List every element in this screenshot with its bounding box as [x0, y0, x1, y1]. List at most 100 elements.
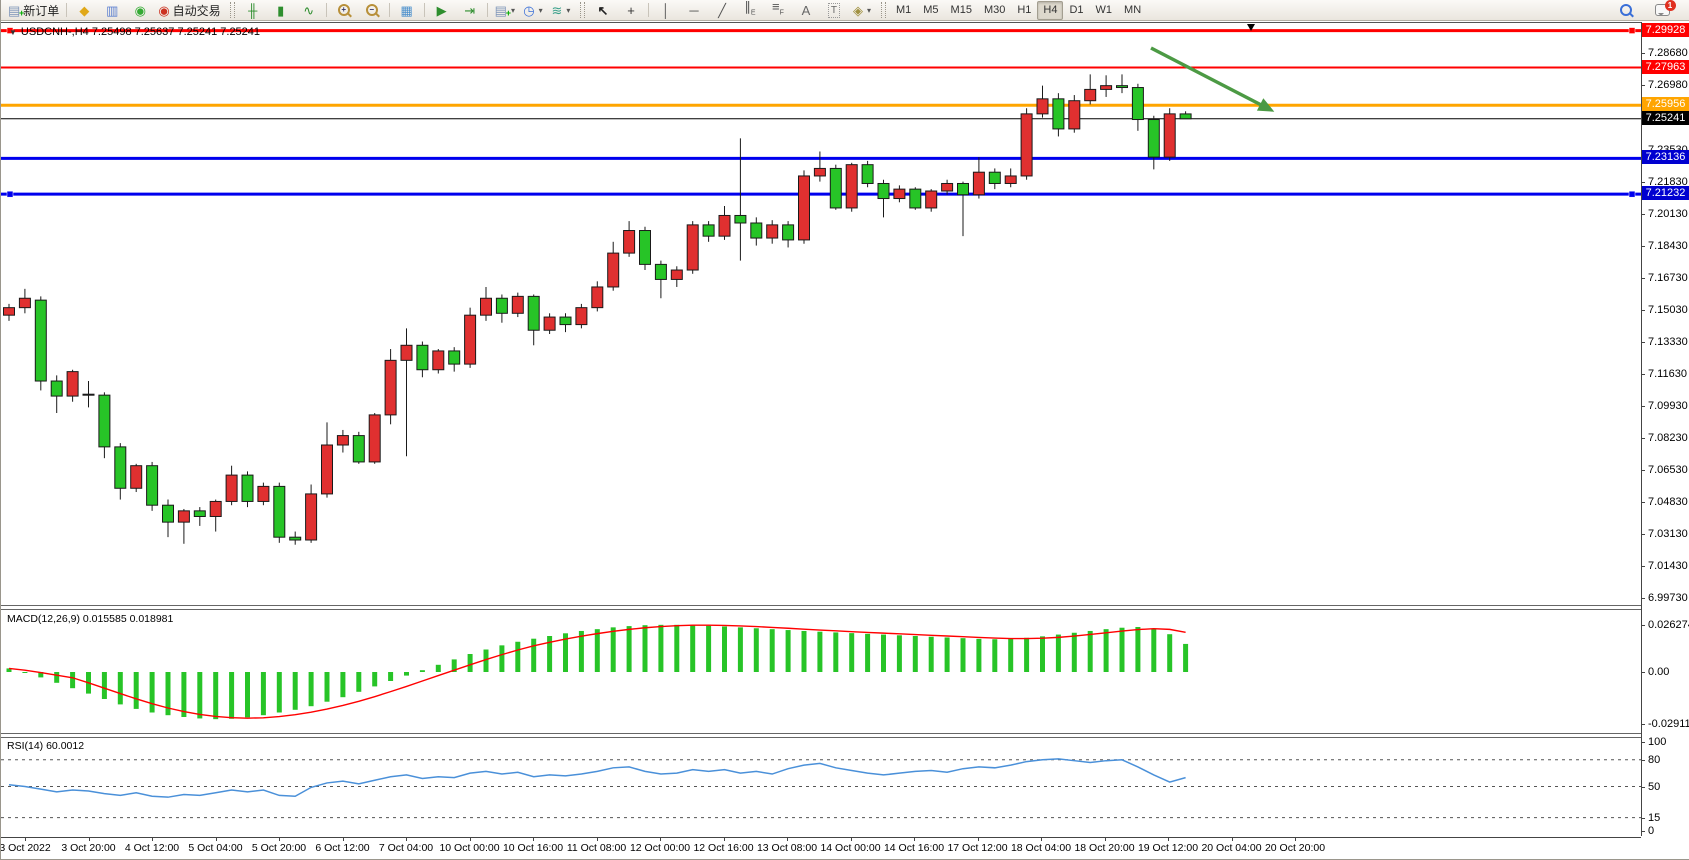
price-tick [1641, 759, 1645, 761]
profiles-button[interactable]: ◷ ▾ [519, 0, 547, 20]
macd-histogram-bar [54, 672, 60, 683]
bullish-candle [384, 359, 397, 416]
panel-splitter-rsi[interactable] [1, 733, 1641, 738]
tile-windows-icon: ▦ [400, 2, 413, 18]
macd-histogram-bar [833, 632, 839, 672]
zoom-out-button[interactable]: − [358, 0, 386, 20]
new-chart-button[interactable]: ▤ + ▾ [491, 0, 519, 20]
time-tick [215, 838, 217, 841]
bearish-candle [162, 504, 174, 523]
price-tick [1641, 469, 1645, 471]
timeframe-button-m15[interactable]: M15 [950, 4, 972, 16]
chart-shift-button[interactable]: ⇥ [456, 0, 484, 20]
timeframe-button-mn[interactable]: MN [1124, 4, 1142, 16]
time-axis[interactable]: 3 Oct 2022 3 Oct 20:00 4 Oct 12:00 5 Oct 04… [1, 837, 1641, 859]
level-price-badge: 7.21232 [1642, 186, 1689, 201]
macd-histogram-bar [276, 672, 282, 713]
vertical-line-button[interactable]: │ [652, 0, 680, 20]
time-tick [469, 838, 471, 841]
bullish-candle [623, 230, 636, 254]
main-chart-plot[interactable] [1, 22, 1641, 605]
macd-panel[interactable] [1, 610, 1641, 733]
time-tick [1295, 838, 1296, 841]
tile-windows-button[interactable]: ▦ [393, 0, 421, 20]
macd-histogram-bar [435, 664, 441, 672]
macd-histogram-bar [356, 672, 362, 692]
time-marker-triangle [1247, 24, 1255, 31]
macd-histogram-bar [70, 672, 76, 689]
equidistant-channel-button[interactable]: ∥E [736, 0, 764, 20]
timeframe-button-w1[interactable]: W1 [1095, 4, 1113, 16]
macd-histogram-bar [865, 633, 871, 672]
indicators-list-button[interactable]: ≋ ▾ [547, 0, 575, 20]
new-chart-icon: ▤ + [494, 2, 511, 18]
macd-histogram-bar [960, 638, 966, 672]
toolbar-gripper[interactable] [880, 2, 886, 18]
bearish-candle [448, 350, 461, 365]
arrows-button[interactable]: ◈ ▾ [848, 0, 876, 20]
macd-histogram-bar [928, 636, 934, 672]
rsi-panel[interactable] [1, 737, 1641, 836]
macd-histogram-bar [1135, 627, 1141, 672]
bearish-candle [654, 263, 667, 280]
fibonacci-button[interactable]: ≡F [764, 0, 792, 20]
chevron-down-icon: ▾ [566, 5, 571, 15]
bearish-candle [416, 344, 429, 371]
chevron-down-icon: ▾ [510, 5, 515, 15]
search-button[interactable] [1612, 0, 1640, 20]
new-order-button[interactable]: ▤ + 新订单 [4, 0, 63, 20]
text-button[interactable]: A [792, 0, 820, 20]
macd-axis-label: -0.029115 [1648, 718, 1689, 731]
zoom-in-button[interactable]: + [330, 0, 358, 20]
bullish-candle [766, 224, 779, 239]
panel-splitter-macd[interactable] [1, 605, 1641, 610]
macd-histogram-bar [896, 635, 902, 672]
crosshair-button[interactable]: + [617, 0, 645, 20]
bullish-candle [336, 435, 349, 446]
chat-button[interactable]: 1 [1648, 0, 1676, 20]
horizontal-line-button[interactable]: ─ [680, 0, 708, 20]
line-chart-button[interactable]: ∿ [295, 0, 323, 20]
time-tick [1104, 838, 1106, 841]
price-tick-label: 7.16730 [1648, 271, 1688, 284]
toolbar-gripper[interactable] [229, 2, 235, 18]
bullish-candle [464, 314, 477, 365]
macd-histogram-bar [881, 634, 886, 672]
macd-histogram-bar [388, 672, 394, 681]
market-watch-button[interactable]: ◆ [70, 0, 98, 20]
time-label: 12 Oct 16:00 [693, 842, 754, 854]
rsi-axis-label: 80 [1648, 753, 1661, 766]
bearish-candle [352, 435, 365, 463]
timeframe-button-h1[interactable]: H1 [1017, 4, 1032, 16]
candlestick-chart-button[interactable]: ▮ [267, 0, 295, 20]
macd-histogram-bar [722, 626, 727, 672]
bullish-candle [575, 307, 588, 326]
timeframe-button-m5[interactable]: M5 [923, 4, 939, 16]
auto-scroll-button[interactable]: ▶ [428, 0, 456, 20]
cursor-button[interactable]: ↖ [589, 0, 617, 20]
price-axis[interactable]: 7.286807.269807.235307.218307.201307.184… [1641, 22, 1689, 837]
text-label-button[interactable]: T [820, 0, 848, 20]
trendline-button[interactable]: ╱ [708, 0, 736, 20]
macd-histogram-bar [801, 630, 807, 672]
autotrading-button[interactable]: ◉ 自动交易 [154, 0, 224, 20]
price-tick-label: 7.26980 [1648, 79, 1688, 92]
price-tick [1641, 53, 1645, 55]
channel-icon-sub: E [750, 9, 756, 17]
price-tick [1641, 341, 1645, 343]
toolbar-gripper[interactable] [579, 2, 585, 18]
bullish-candle [305, 493, 318, 541]
timeframe-button-h4[interactable]: H4 [1037, 0, 1064, 20]
bar-chart-button[interactable]: ╫ [239, 0, 267, 20]
macd-histogram-bar [1040, 636, 1045, 672]
timeframe-button-m1[interactable]: M1 [895, 4, 912, 16]
macd-histogram-bar [1087, 630, 1093, 672]
bullish-candle [670, 269, 683, 280]
bullish-candle [607, 252, 620, 288]
timeframe-button-m30[interactable]: M30 [983, 4, 1006, 16]
timeframe-button-d1[interactable]: D1 [1069, 4, 1084, 16]
indicators-icon: ≋ [551, 2, 563, 18]
strategy-tester-button[interactable]: ◉ [126, 0, 154, 20]
chart-title-dropdown-icon[interactable]: ▼ [9, 27, 17, 37]
data-window-button[interactable]: ▥ [98, 0, 126, 20]
